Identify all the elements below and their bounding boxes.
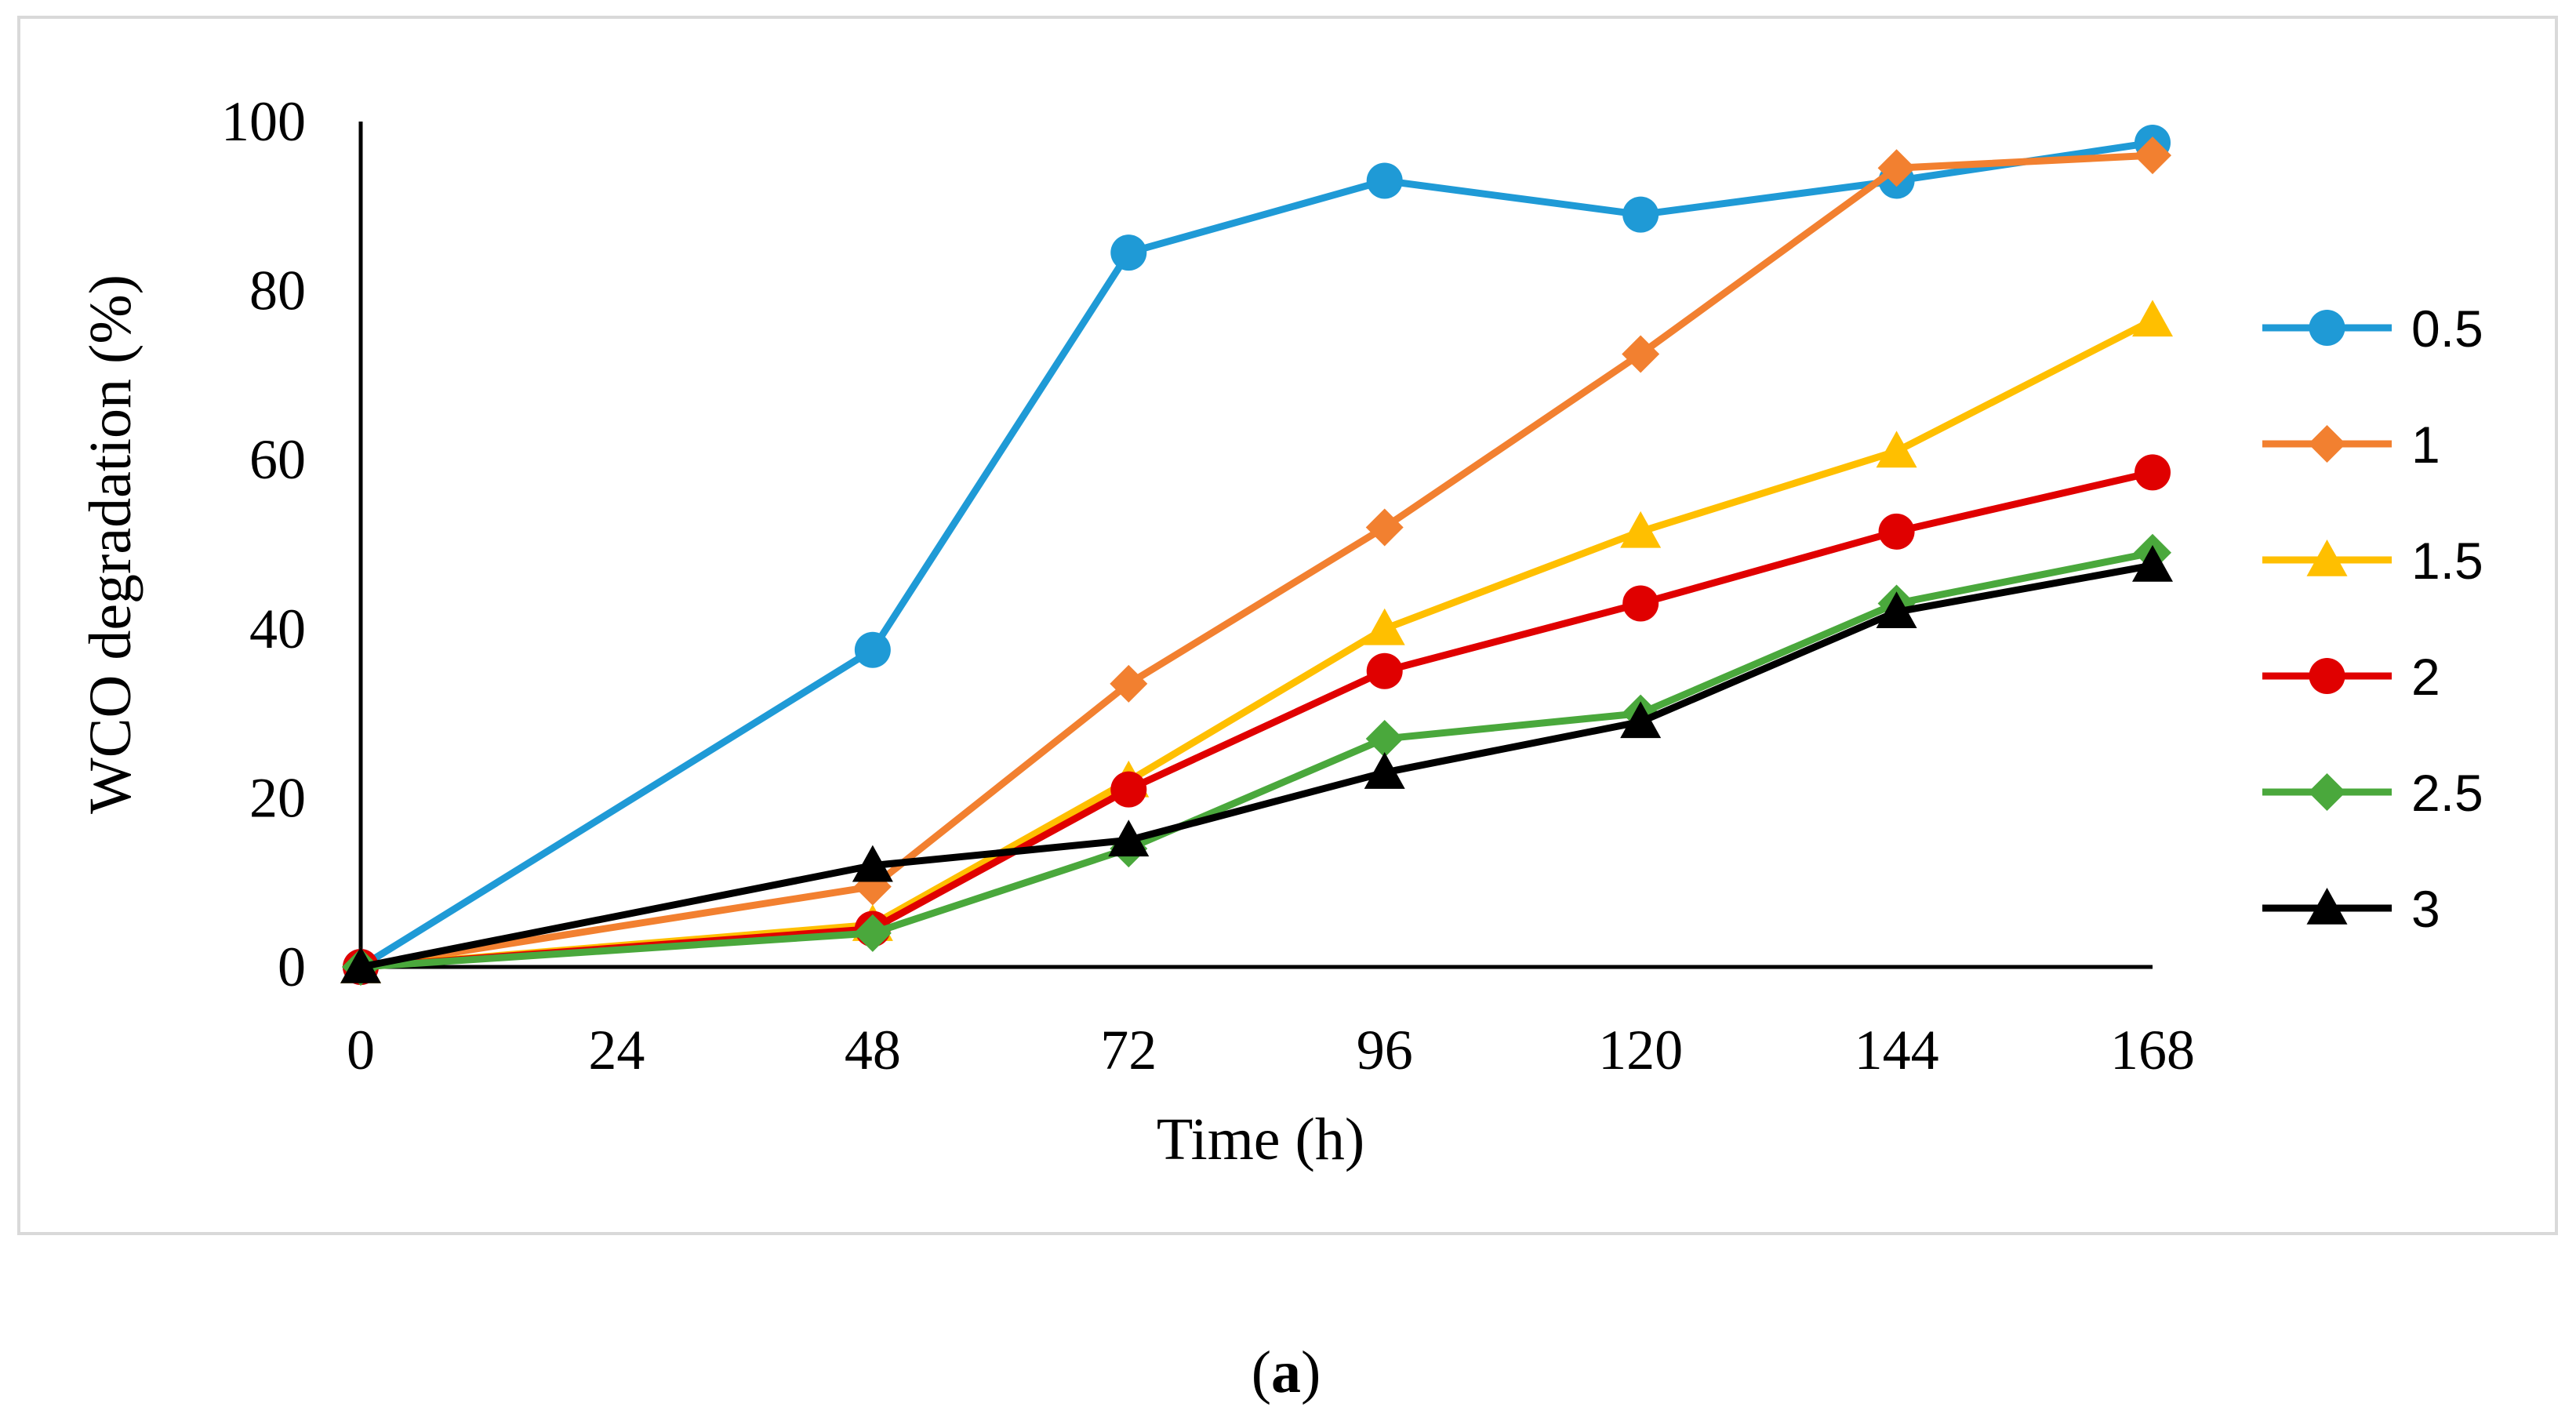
data-point xyxy=(1110,771,1147,808)
legend-entry: 2.5 xyxy=(2262,764,2483,822)
data-point xyxy=(1366,162,1403,199)
data-point xyxy=(1622,196,1659,233)
series-3 xyxy=(340,544,2173,983)
legend-marker xyxy=(2308,773,2346,811)
legend-marker xyxy=(2306,888,2348,925)
data-point xyxy=(1364,752,1405,789)
caption-close: ) xyxy=(1301,1339,1321,1405)
legend-label: 1.5 xyxy=(2411,532,2483,590)
data-point xyxy=(1364,608,1405,645)
y-tick-labels: 0 20 40 60 80 100 xyxy=(221,90,306,998)
y-tick-label: 80 xyxy=(249,260,306,322)
data-point xyxy=(1877,149,1916,187)
x-tick-label: 168 xyxy=(2110,1019,2195,1081)
y-tick-label: 0 xyxy=(278,936,306,998)
data-point xyxy=(2134,136,2171,175)
series-group xyxy=(340,124,2173,986)
x-tick-label: 24 xyxy=(588,1019,645,1081)
axes xyxy=(358,122,2153,969)
data-point xyxy=(853,914,892,952)
data-point xyxy=(1108,820,1150,857)
x-tick-label: 48 xyxy=(845,1019,901,1081)
data-point xyxy=(1366,652,1403,689)
figure-caption: (a) xyxy=(1252,1339,1321,1405)
x-tick-label: 144 xyxy=(1855,1019,1939,1081)
x-tick-label: 0 xyxy=(347,1019,375,1081)
x-tick-label: 96 xyxy=(1357,1019,1413,1081)
series-1.5 xyxy=(340,300,2173,983)
data-point xyxy=(854,631,891,668)
series-line xyxy=(357,468,2156,971)
series-line xyxy=(357,139,2156,971)
series-1 xyxy=(342,136,2171,986)
data-point xyxy=(1876,591,1917,629)
data-point xyxy=(1110,664,1148,703)
series-0.5 xyxy=(343,124,2171,985)
x-tick-label: 72 xyxy=(1100,1019,1157,1081)
y-tick-label: 100 xyxy=(221,90,306,153)
legend: 0.5 1 1.5 2 2.5 3 xyxy=(2262,300,2483,938)
data-point xyxy=(2135,454,2171,491)
caption-letter: a xyxy=(1271,1339,1301,1405)
data-point xyxy=(2132,544,2173,582)
x-tick-label: 120 xyxy=(1598,1019,1683,1081)
y-tick-label: 60 xyxy=(249,428,306,491)
legend-label: 0.5 xyxy=(2411,300,2483,358)
data-point xyxy=(1622,335,1660,373)
legend-entry: 0.5 xyxy=(2262,300,2483,358)
data-point xyxy=(1110,234,1147,271)
y-tick-label: 20 xyxy=(249,766,306,829)
figure-frame xyxy=(17,16,2558,1235)
data-point xyxy=(340,947,381,983)
data-point xyxy=(1620,511,1662,548)
legend-label: 3 xyxy=(2411,880,2440,938)
y-axis-title: WCO degradation (%) xyxy=(78,274,144,814)
legend-label: 1 xyxy=(2411,416,2440,474)
legend-marker xyxy=(2309,310,2345,346)
legend-marker xyxy=(2306,540,2348,576)
data-point xyxy=(1878,513,1915,550)
legend-entry: 1 xyxy=(2262,416,2440,474)
legend-entry: 2 xyxy=(2262,648,2440,706)
x-tick-labels: 0 24 48 72 96 120 144 168 xyxy=(347,1019,2195,1081)
legend-marker xyxy=(2309,658,2345,694)
data-point xyxy=(852,845,893,882)
series-line xyxy=(357,316,2156,971)
data-point xyxy=(2132,300,2173,337)
data-point xyxy=(1620,701,1662,739)
series-2 xyxy=(343,454,2171,985)
legend-label: 2 xyxy=(2411,648,2440,706)
legend-entry: 1.5 xyxy=(2262,532,2483,590)
caption-open: ( xyxy=(1252,1339,1271,1405)
legend-label: 2.5 xyxy=(2411,764,2483,822)
series-line xyxy=(357,151,2156,971)
data-point xyxy=(1365,508,1404,547)
legend-marker xyxy=(2308,425,2346,463)
data-point xyxy=(1876,431,1917,468)
legend-entry: 3 xyxy=(2262,880,2440,938)
data-point xyxy=(1365,719,1404,758)
y-tick-label: 40 xyxy=(249,598,306,660)
x-axis-title: Time (h) xyxy=(1157,1107,1364,1172)
data-point xyxy=(1622,585,1659,622)
